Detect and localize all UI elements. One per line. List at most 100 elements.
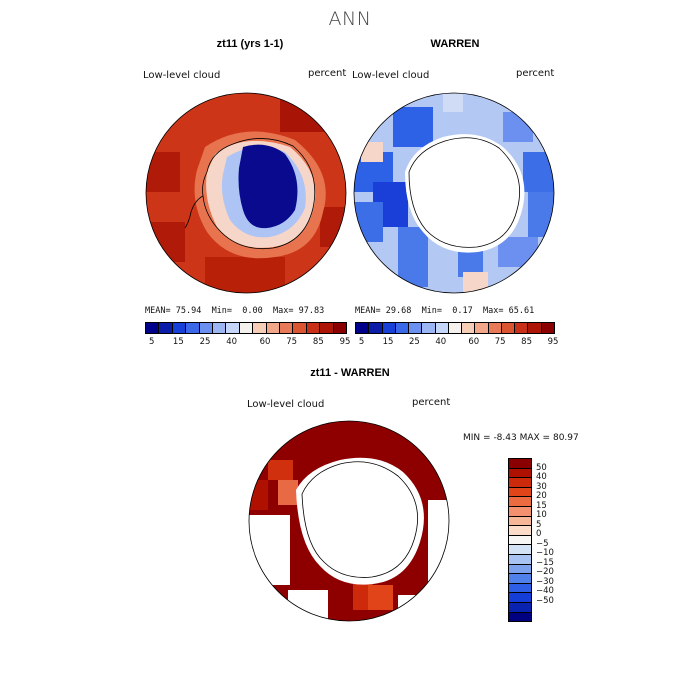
diff-colorbar-swatch <box>509 497 531 507</box>
panel-2-field-label: Low-level cloud <box>352 70 430 81</box>
colorbar-swatch <box>501 323 516 333</box>
colorbar-tick-label: 95 <box>339 337 351 347</box>
panel-1-title: zt11 (yrs 1-1) <box>216 38 284 50</box>
diff-colorbar-swatch <box>509 602 531 613</box>
colorbar-swatch <box>462 323 476 333</box>
colorbar-swatch <box>475 323 489 333</box>
panel-1-stats: MEAN= 75.94 Min= 0.00 Max= 97.83 <box>145 306 324 316</box>
diff-colorbar-swatch <box>509 612 531 622</box>
colorbar-tick-label: 60 <box>259 337 271 347</box>
colorbar-tick-label: 95 <box>547 337 559 347</box>
colorbar-swatch <box>293 323 307 333</box>
colorbar-swatch <box>409 323 423 333</box>
diff-colorbar-swatch <box>509 526 531 536</box>
panel-1-min-label: Min= <box>211 306 233 316</box>
colorbar-tick-label: 75 <box>286 337 298 347</box>
panel-2-map-boundary <box>353 92 555 294</box>
colorbar-swatch <box>515 323 529 333</box>
panel-1-dark-patch <box>205 257 285 293</box>
diff-warm-patch <box>268 460 293 480</box>
diff-colorbar <box>508 458 532 622</box>
panel-1-interior-core <box>238 144 298 229</box>
diff-colorbar-swatch <box>509 506 531 517</box>
panel-1-min-value: 0.00 <box>242 306 263 316</box>
colorbar-swatch <box>199 323 214 333</box>
colorbar-swatch <box>541 323 554 333</box>
colorbar-swatch <box>159 323 173 333</box>
colorbar-swatch <box>266 323 281 333</box>
panel-2-colorbar-ticks: 5 15 25 40 60 75 85 95 <box>355 337 559 349</box>
diff-panel-units-label: percent <box>412 397 451 408</box>
colorbar-swatch <box>172 323 187 333</box>
diff-map-boundary <box>248 420 450 622</box>
colorbar-swatch <box>448 323 463 333</box>
panel-1-units-label: percent <box>308 68 347 79</box>
diff-colorbar-swatch <box>509 487 531 498</box>
colorbar-tick-label: 75 <box>494 337 506 347</box>
colorbar-tick-label: 60 <box>468 337 480 347</box>
panel-2-warm-patch <box>463 272 488 293</box>
panel-1-dark-patch <box>320 207 346 247</box>
panel-2-title: WARREN <box>430 38 480 50</box>
panel-1-field-label: Low-level cloud <box>143 70 221 81</box>
diff-colorbar-tick-label: 30 <box>536 481 547 492</box>
panel-1-dark-patch <box>280 93 346 132</box>
diff-colorbar-swatch <box>509 564 531 575</box>
diff-colorbar-tick-label: −30 <box>536 576 554 587</box>
diff-colorbar-tick-label: −5 <box>536 538 549 549</box>
colorbar-swatch <box>435 323 449 333</box>
colorbar-swatch <box>488 323 502 333</box>
panel-1-polar-map <box>145 92 347 294</box>
panel-2-blue-patch <box>523 152 554 192</box>
colorbar-swatch <box>239 323 254 333</box>
panel-2-mean-value: 29.68 <box>385 306 412 316</box>
panel-2-blue-patch <box>398 227 428 287</box>
colorbar-swatch <box>422 323 436 333</box>
diff-missing-patch <box>249 515 290 585</box>
diff-colorbar-tick-label: 40 <box>536 472 547 483</box>
diff-panel-field-label: Low-level cloud <box>247 399 325 410</box>
panel-2-stats: MEAN= 29.68 Min= 0.17 Max= 65.61 <box>355 306 534 316</box>
figure-title: ANN <box>328 8 372 30</box>
diff-min-label: MIN = <box>463 433 491 443</box>
panel-2-units-label: percent <box>516 68 555 79</box>
diff-colorbar-tick-label: −20 <box>536 567 554 578</box>
colorbar-swatch <box>186 323 200 333</box>
diff-max-value: 80.97 <box>552 433 579 443</box>
diff-colorbar-tick-label: 10 <box>536 510 547 521</box>
diff-colorbar-tick-label: 20 <box>536 491 547 502</box>
panel-1-colorbar-ticks: 5 15 25 40 60 75 85 95 <box>145 337 350 349</box>
diff-missing-patch <box>398 595 448 621</box>
colorbar-tick-label: 85 <box>312 337 324 347</box>
panel-1-dark-patch <box>146 152 180 192</box>
colorbar-tick-label: 15 <box>172 337 184 347</box>
panel-2-colorbar <box>355 322 555 334</box>
diff-colorbar-tick-label: −50 <box>536 595 554 606</box>
colorbar-tick-label: 40 <box>435 337 447 347</box>
panel-2-polar-map <box>353 92 555 294</box>
panel-2-blue-patch <box>498 237 538 267</box>
panel-1-peninsula-coastline <box>184 195 204 229</box>
diff-missing-patch <box>428 500 449 600</box>
colorbar-tick-label: 40 <box>226 337 238 347</box>
panel-1-antarctica-coastline <box>202 138 316 250</box>
colorbar-tick-label: 25 <box>408 337 420 347</box>
panel-2-antarctica-coastline <box>408 137 520 248</box>
panel-1-max-label: Max= <box>273 306 294 316</box>
colorbar-swatch <box>226 323 240 333</box>
colorbar-tick-label: 15 <box>382 337 394 347</box>
diff-colorbar-swatch <box>509 516 531 527</box>
diff-warm-patch <box>249 480 268 510</box>
diff-colorbar-swatch <box>509 545 531 555</box>
colorbar-swatch <box>356 323 370 333</box>
panel-2-warm-patch <box>443 93 463 112</box>
diff-colorbar-tick-label: 5 <box>536 519 542 530</box>
colorbar-swatch <box>253 323 267 333</box>
colorbar-swatch <box>146 323 160 333</box>
diff-colorbar-tick-label: 15 <box>536 500 547 511</box>
colorbar-swatch <box>213 323 227 333</box>
diff-colorbar-tick-label: 0 <box>536 529 542 540</box>
colorbar-swatch <box>369 323 383 333</box>
diff-panel-title: zt11 - WARREN <box>310 367 390 379</box>
colorbar-swatch <box>395 323 410 333</box>
